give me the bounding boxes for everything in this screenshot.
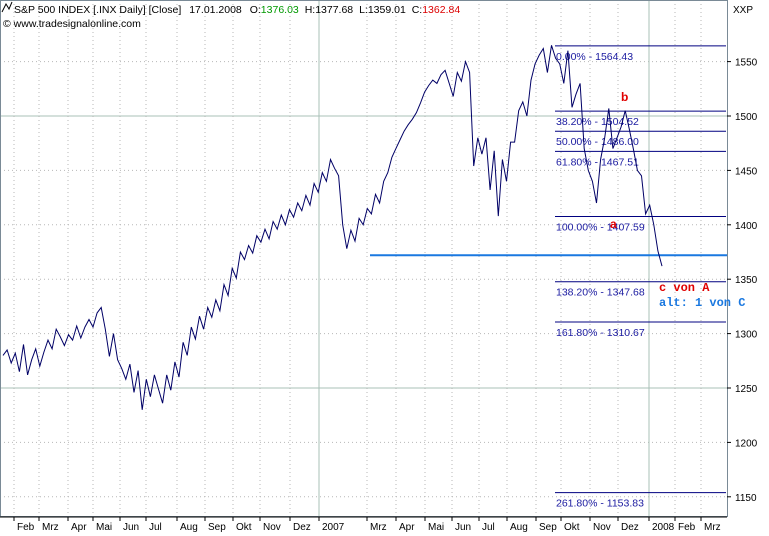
wave-b-label: b: [621, 90, 628, 104]
x-tick-label: 2007: [322, 522, 345, 533]
x-axis: Feb Mrz Apr Mai Jun Jul Aug Sep Okt Nov Dez 2007 Mrz…: [0, 516, 727, 533]
chart-header: S&P 500 INDEX [.INX Daily] [Close] 17.01…: [1, 1, 753, 30]
y-tick-label: 1200: [735, 438, 758, 449]
x-tick-label: Mrz: [370, 522, 387, 533]
y-tick-label: 1250: [735, 384, 758, 395]
fib-level-label: 261.80% - 1153.83: [556, 498, 644, 510]
x-tick-label: Apr: [71, 522, 87, 533]
close-value: 1362.84: [422, 4, 460, 16]
x-tick-label: Aug: [180, 522, 198, 533]
x-tick-label: Apr: [399, 522, 415, 533]
x-tick-label: Jul: [149, 522, 162, 533]
x-tick-label: Feb: [17, 522, 35, 533]
x-tick-label: Mrz: [42, 522, 59, 533]
wave-a-label: a: [610, 217, 617, 231]
axis-symbol: XXP: [733, 5, 753, 16]
x-tick-label: Nov: [593, 522, 611, 533]
svg-text:S&P 500 INDEX [.INX Daily] [C: S&P 500 INDEX [.INX Daily] [Close] 17.01…: [14, 4, 460, 16]
y-tick-label: 1400: [735, 221, 758, 232]
fib-level-label: 100.00% - 1407.59: [556, 222, 645, 234]
x-tick-label: Feb: [678, 522, 696, 533]
fib-level-label: 38.20% - 1504.52: [556, 116, 639, 128]
x-tick-label: Okt: [564, 522, 580, 533]
y-tick-label: 1500: [735, 112, 758, 123]
fibonacci-retracement[interactable]: 0.00% - 1564.43 38.20% - 1504.52 50.00% - …: [555, 45, 726, 510]
fib-level-label: 61.80% - 1467.51: [556, 156, 639, 168]
x-tick-label: Nov: [263, 522, 281, 533]
wave-c-label: c von A: [659, 281, 710, 295]
x-tick-label: Jun: [123, 522, 139, 533]
close-label: C:: [412, 4, 423, 16]
y-tick-label: 1350: [735, 275, 758, 286]
x-tick-label: Sep: [539, 522, 557, 533]
x-tick-label: Dez: [293, 522, 311, 533]
fib-level-label: 161.80% - 1310.67: [556, 327, 645, 339]
fib-level-label: 50.00% - 1486.00: [556, 136, 639, 148]
low-value: L:1359.01: [359, 4, 406, 16]
x-tick-label: Aug: [510, 522, 528, 533]
y-tick-label: 1150: [735, 493, 757, 504]
x-tick-label: Mai: [96, 522, 112, 533]
header-date: 17.01.2008: [189, 4, 242, 16]
wave-alt-label: alt: 1 von C: [659, 296, 745, 310]
x-tick-label: Okt: [236, 522, 252, 533]
open-label: O:: [250, 4, 261, 16]
x-tick-label: Sep: [208, 522, 226, 533]
y-tick-label: 1300: [735, 330, 758, 341]
x-tick-label: Mrz: [704, 522, 721, 533]
x-tick-label: 2008: [652, 522, 675, 533]
x-tick-label: Mai: [428, 522, 444, 533]
y-axis: 1150 1200 1250 1300 1350 1400 1450 1500 1550: [727, 58, 758, 504]
instrument-title: S&P 500 INDEX [.INX Daily] [Close]: [14, 4, 181, 16]
x-tick-label: Jun: [455, 522, 471, 533]
price-series-line: [2, 45, 663, 410]
open-value: 1376.03: [261, 4, 299, 16]
chart-logo-icon: [1, 1, 13, 13]
x-tick-label: Jul: [482, 522, 495, 533]
copyright-text: © www.tradesignalonline.com: [3, 18, 141, 30]
fib-level-label: 0.00% - 1564.43: [556, 51, 633, 63]
y-tick-label: 1450: [735, 166, 758, 177]
y-tick-label: 1550: [735, 58, 758, 69]
fib-level-label: 138.20% - 1347.68: [556, 287, 645, 299]
high-value: H:1377.68: [305, 4, 354, 16]
x-tick-label: Dez: [621, 522, 639, 533]
